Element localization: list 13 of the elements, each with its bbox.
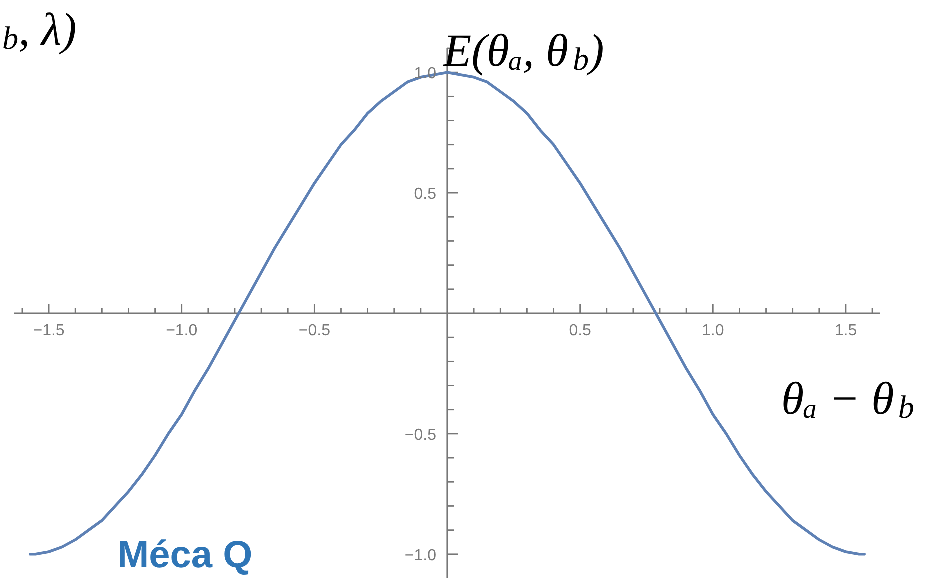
- x-tick-label: 1.5: [834, 322, 858, 340]
- annotation: Méca Q: [118, 534, 253, 576]
- x-tick-label: −1.5: [33, 322, 65, 340]
- y-axis-title: E(θₐ, θb): [442, 25, 604, 77]
- x-tick-label: −0.5: [298, 322, 331, 340]
- x-axis-title: θₐ − θb: [782, 373, 914, 425]
- y-tick-label: −1.0: [404, 547, 437, 564]
- x-tick-label: 1.0: [702, 322, 724, 340]
- annotation: b, λ): [2, 4, 77, 56]
- y-tick-label: −0.5: [404, 426, 437, 444]
- x-tick-label: −1.0: [166, 322, 198, 340]
- y-tick-label: 0.5: [414, 186, 437, 204]
- x-tick-label: 0.5: [569, 322, 592, 340]
